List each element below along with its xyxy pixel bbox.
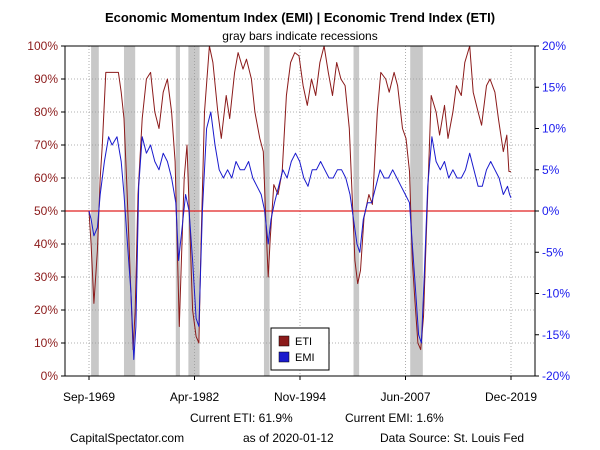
series-line-eti xyxy=(88,45,512,351)
legend-swatch-emi xyxy=(278,351,290,363)
left-tick-label: 20% xyxy=(34,303,58,317)
series-lines xyxy=(88,45,512,360)
x-tick-label: Sep-1969 xyxy=(63,390,115,404)
left-tick-label: 80% xyxy=(34,105,58,119)
chart-subtitle: gray bars indicate recessions xyxy=(222,29,377,43)
legend: ETI EMI xyxy=(270,327,330,371)
left-tick-label: 0% xyxy=(41,369,59,383)
right-axis-ticks: -20% -15% -10% -5% 0% 5% 10% 15% 20% xyxy=(535,39,570,383)
x-tick-label: Apr-1982 xyxy=(170,390,220,404)
x-axis-ticks: Sep-1969 Apr-1982 Nov-1994 Jun-2007 Dec-2019 xyxy=(63,376,537,404)
site-credit: CapitalSpectator.com xyxy=(70,431,184,445)
left-tick-label: 90% xyxy=(34,72,58,86)
current-emi-label: Current EMI: 1.6% xyxy=(345,411,444,425)
left-tick-label: 30% xyxy=(34,270,58,284)
right-tick-label: 20% xyxy=(542,39,566,53)
data-source: Data Source: St. Louis Fed xyxy=(380,431,524,445)
legend-box xyxy=(270,327,330,371)
right-tick-label: -10% xyxy=(542,287,570,301)
legend-label-emi: EMI xyxy=(295,352,315,364)
right-tick-label: -20% xyxy=(542,369,570,383)
as-of-date: as of 2020-01-12 xyxy=(243,431,334,445)
left-tick-label: 70% xyxy=(34,138,58,152)
left-tick-label: 60% xyxy=(34,171,58,185)
legend-label-eti: ETI xyxy=(295,336,312,348)
x-tick-label: Dec-2019 xyxy=(485,390,537,404)
x-tick-label: Jun-2007 xyxy=(380,390,430,404)
chart-title: Economic Momentum Index (EMI) | Economic… xyxy=(105,10,495,25)
x-tick-label: Nov-1994 xyxy=(274,390,326,404)
left-tick-label: 10% xyxy=(34,336,58,350)
right-tick-label: -15% xyxy=(542,328,570,342)
right-tick-label: 0% xyxy=(542,204,560,218)
legend-swatch-eti xyxy=(278,335,290,347)
right-tick-label: 15% xyxy=(542,80,566,94)
right-tick-label: -5% xyxy=(542,245,564,259)
left-tick-label: 100% xyxy=(27,39,58,53)
current-eti-label: Current ETI: 61.9% xyxy=(190,411,293,425)
right-tick-label: 5% xyxy=(542,163,560,177)
right-tick-label: 10% xyxy=(542,122,566,136)
left-tick-label: 50% xyxy=(34,204,58,218)
series-line-emi xyxy=(88,111,512,360)
left-axis-ticks: 0% 10% 20% 30% 40% 50% 60% 70% 80% 90% 100% xyxy=(27,39,65,383)
left-tick-label: 40% xyxy=(34,237,58,251)
